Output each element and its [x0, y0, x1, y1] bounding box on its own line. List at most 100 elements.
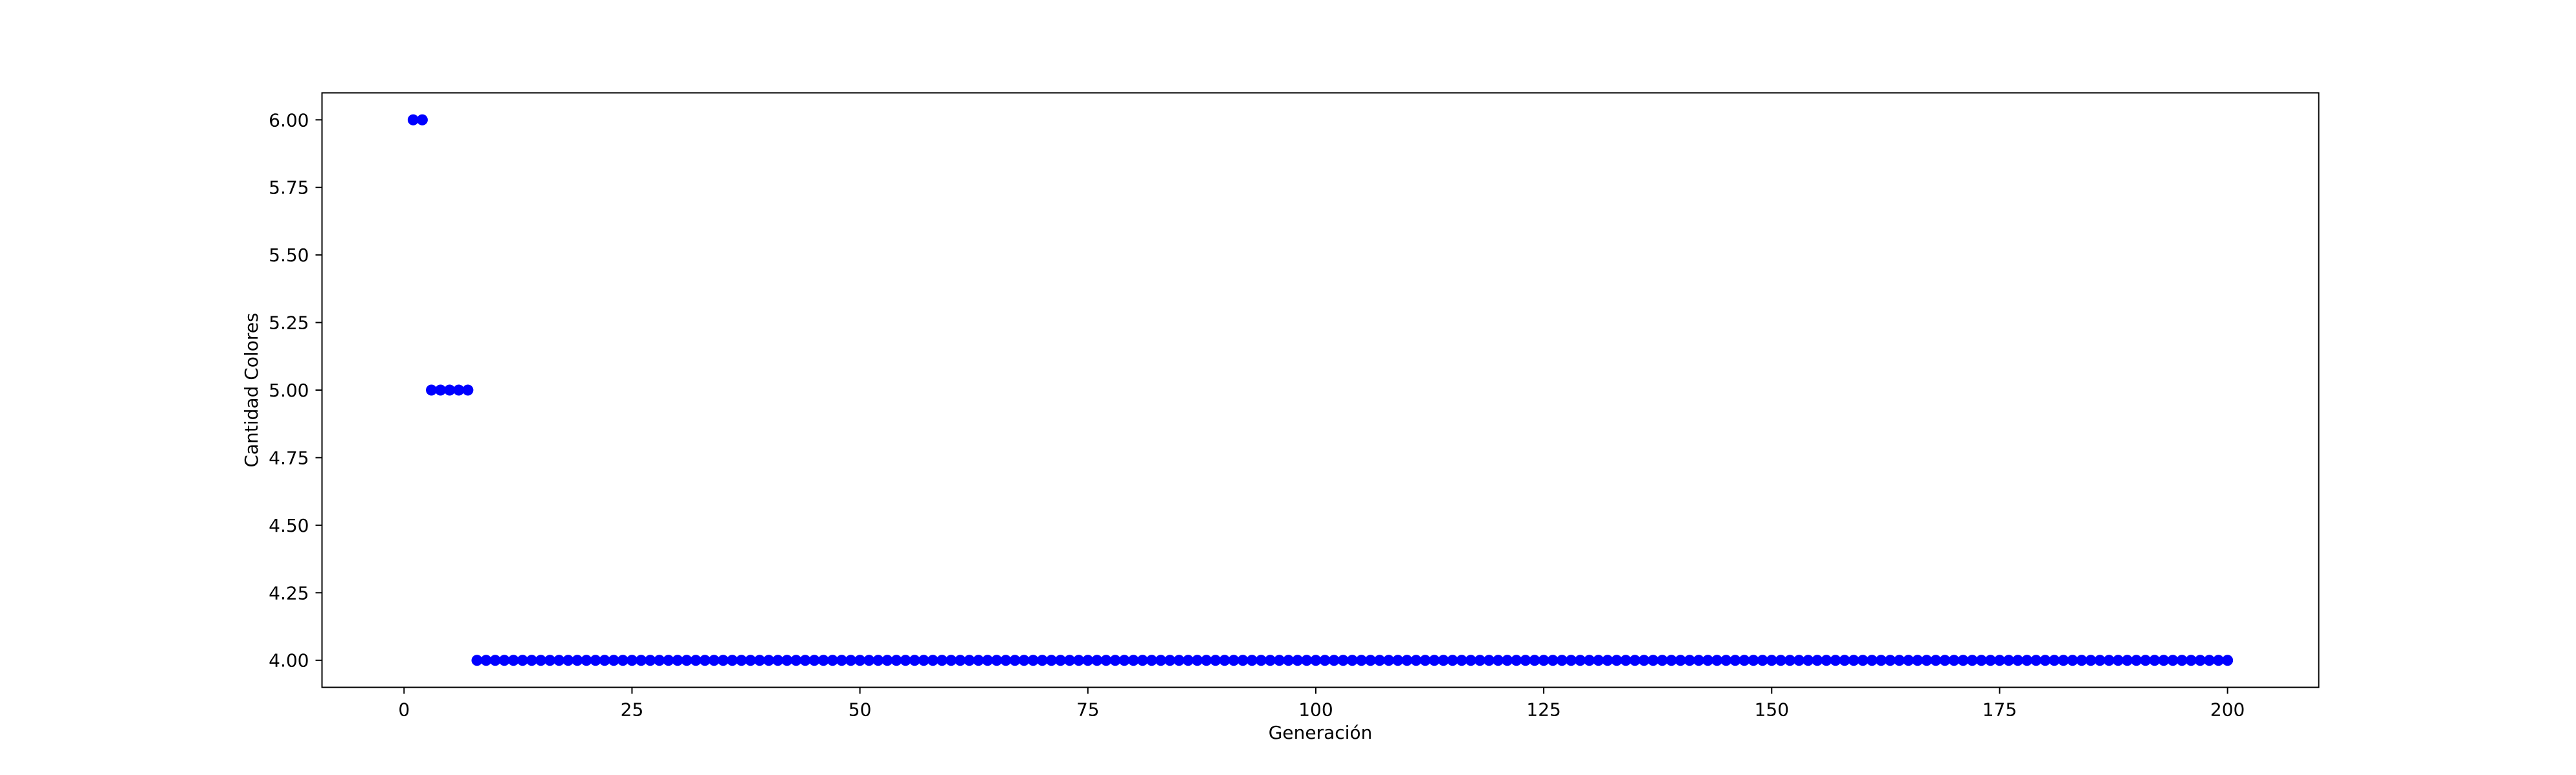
data-point	[717, 655, 729, 666]
data-point	[1793, 655, 1805, 666]
data-point	[1766, 655, 1777, 666]
x-tick-label: 50	[849, 699, 872, 721]
data-point	[1547, 655, 1559, 666]
data-point	[955, 655, 966, 666]
plot-frame	[321, 92, 2320, 688]
data-point	[526, 655, 537, 666]
data-point	[1310, 655, 1322, 666]
y-axis-label: Cantidad Colores	[241, 312, 262, 467]
data-point	[1921, 655, 1933, 666]
data-point	[480, 655, 492, 666]
data-point	[763, 655, 775, 666]
data-point	[754, 655, 766, 666]
y-tick-label: 4.00	[269, 650, 309, 671]
data-point	[1903, 655, 1915, 666]
data-point	[654, 655, 665, 666]
data-point	[1173, 655, 1185, 666]
data-point	[982, 655, 994, 666]
data-point	[1009, 655, 1021, 666]
data-point	[1611, 655, 1623, 666]
y-tick-label: 4.25	[269, 582, 309, 604]
data-point	[726, 655, 738, 666]
data-point	[918, 655, 929, 666]
data-point	[2222, 655, 2234, 666]
data-point	[1237, 655, 1249, 666]
x-tick-label: 75	[1076, 699, 1100, 721]
data-point	[1702, 655, 1714, 666]
data-point	[1939, 655, 1951, 666]
data-point	[1018, 655, 1030, 666]
data-point	[1364, 655, 1376, 666]
data-point	[854, 655, 866, 666]
data-point	[599, 655, 610, 666]
data-point	[827, 655, 838, 666]
data-point	[1684, 655, 1696, 666]
data-point	[1665, 655, 1677, 666]
data-point	[1738, 655, 1750, 666]
data-point	[498, 655, 510, 666]
data-point	[562, 655, 574, 666]
data-point	[1192, 655, 1203, 666]
data-point	[435, 384, 447, 396]
data-point	[1401, 655, 1413, 666]
data-point	[745, 655, 757, 666]
data-point	[1966, 655, 1978, 666]
data-point	[462, 384, 474, 396]
data-point	[426, 384, 438, 396]
data-point	[2021, 655, 2033, 666]
data-point	[471, 655, 483, 666]
data-point	[2049, 655, 2060, 666]
x-tick-label: 0	[398, 699, 410, 721]
data-point	[1283, 655, 1294, 666]
data-point	[1109, 655, 1121, 666]
data-point	[608, 655, 619, 666]
data-point	[1866, 655, 1878, 666]
data-point	[1593, 655, 1604, 666]
data-point	[1529, 655, 1540, 666]
data-point	[1036, 655, 1048, 666]
data-point	[1183, 655, 1194, 666]
data-point	[645, 655, 656, 666]
data-point	[2104, 655, 2115, 666]
data-point	[1319, 655, 1331, 666]
data-point	[1292, 655, 1304, 666]
y-axis-ticks: 4.00 4.25 4.50 4.75 5.00 5.25 5.50 5.75 6.00	[269, 109, 322, 671]
data-point	[2185, 655, 2197, 666]
data-point	[590, 655, 601, 666]
data-point	[617, 655, 628, 666]
data-point	[407, 114, 419, 126]
data-point	[1775, 655, 1786, 666]
data-point	[2012, 655, 2024, 666]
x-tick-label: 175	[1982, 699, 2017, 721]
x-tick-label: 100	[1298, 699, 1333, 721]
data-point	[1674, 655, 1686, 666]
data-point	[1948, 655, 1960, 666]
data-point	[836, 655, 847, 666]
data-point	[2167, 655, 2179, 666]
data-point	[1784, 655, 1795, 666]
data-point	[1146, 655, 1157, 666]
data-point	[817, 655, 829, 666]
data-point	[1155, 655, 1166, 666]
data-point	[444, 384, 456, 396]
data-point	[1556, 655, 1568, 666]
data-point	[2058, 655, 2069, 666]
data-point	[1656, 655, 1668, 666]
data-point	[1201, 655, 1212, 666]
data-point	[1301, 655, 1313, 666]
x-tick-label: 125	[1526, 699, 1560, 721]
data-point	[1274, 655, 1285, 666]
data-point	[1748, 655, 1759, 666]
data-point	[1638, 655, 1650, 666]
data-point	[2039, 655, 2051, 666]
data-point	[1757, 655, 1768, 666]
data-point	[690, 655, 702, 666]
data-point	[535, 655, 547, 666]
data-point	[663, 655, 674, 666]
data-point	[1000, 655, 1012, 666]
data-point	[2003, 655, 2015, 666]
data-point	[1848, 655, 1860, 666]
data-point	[2076, 655, 2087, 666]
data-point	[2085, 655, 2096, 666]
data-point	[1729, 655, 1741, 666]
